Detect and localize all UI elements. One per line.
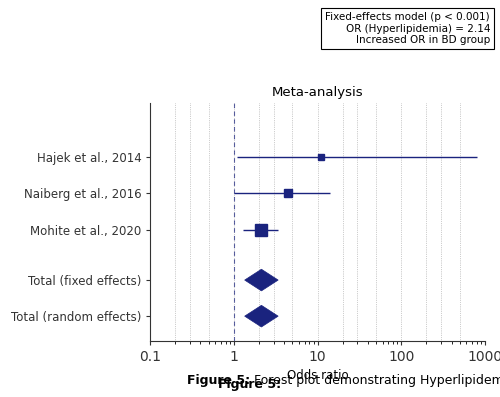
Text: Figure 5:: Figure 5: — [187, 374, 250, 387]
Text: Forest plot demonstrating Hyperlipidemia.: Forest plot demonstrating Hyperlipidemia… — [250, 374, 500, 387]
Title: Meta-analysis: Meta-analysis — [272, 86, 364, 99]
X-axis label: Odds ratio: Odds ratio — [286, 368, 348, 382]
Text: Figure 5:: Figure 5: — [218, 378, 282, 391]
Polygon shape — [244, 305, 278, 327]
Text: Fixed-effects model (p < 0.001)
OR (Hyperlipidemia) = 2.14
Increased OR in BD gr: Fixed-effects model (p < 0.001) OR (Hype… — [326, 12, 490, 45]
Polygon shape — [244, 269, 278, 291]
Text: Figure 5: Forest plot demonstrating Hyperlipidemia.: Figure 5: Forest plot demonstrating Hype… — [88, 378, 412, 391]
